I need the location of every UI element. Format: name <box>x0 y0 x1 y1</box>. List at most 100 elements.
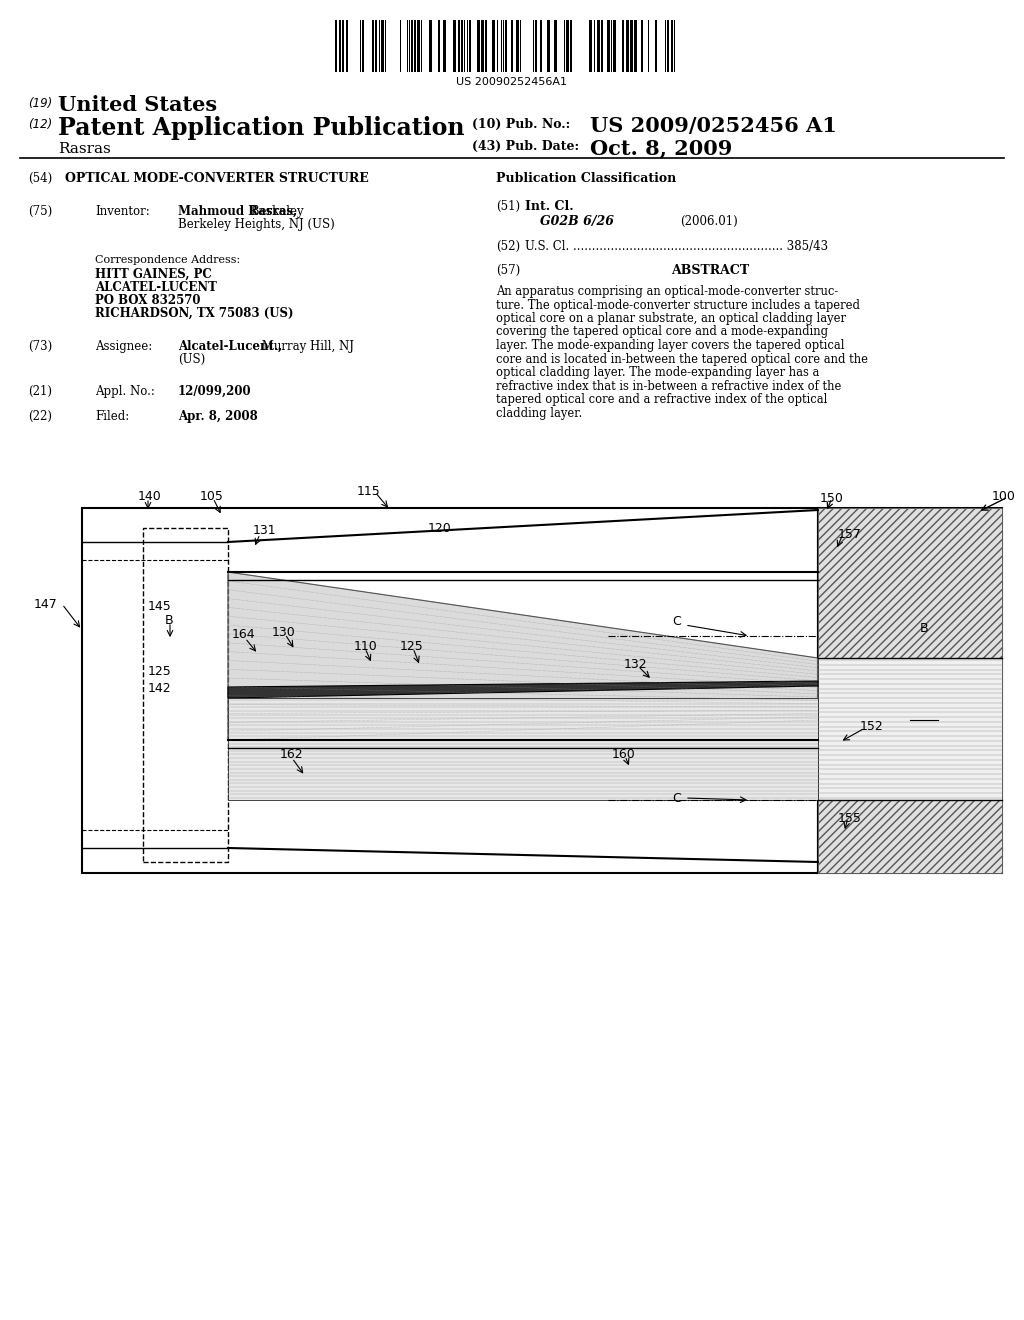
Text: (12): (12) <box>28 117 52 131</box>
Bar <box>469 20 471 73</box>
Bar <box>516 20 519 73</box>
Text: (73): (73) <box>28 341 52 352</box>
Text: Alcatel-Lucent.,: Alcatel-Lucent., <box>178 341 283 352</box>
Bar <box>626 20 629 73</box>
Text: layer. The mode-expanding layer covers the tapered optical: layer. The mode-expanding layer covers t… <box>496 339 845 352</box>
Text: 110: 110 <box>354 640 378 653</box>
Bar <box>566 20 569 73</box>
Bar <box>339 20 341 73</box>
Text: 125: 125 <box>400 640 424 653</box>
Bar <box>511 20 513 73</box>
Text: 115: 115 <box>357 484 381 498</box>
Text: refractive index that is in-between a refractive index of the: refractive index that is in-between a re… <box>496 380 842 392</box>
Text: (22): (22) <box>28 411 52 422</box>
Text: (43) Pub. Date:: (43) Pub. Date: <box>472 140 580 153</box>
Text: cladding layer.: cladding layer. <box>496 407 583 420</box>
Text: Assignee:: Assignee: <box>95 341 153 352</box>
Bar <box>622 20 624 73</box>
Text: B: B <box>920 622 929 635</box>
Text: optical core on a planar substrate, an optical cladding layer: optical core on a planar substrate, an o… <box>496 312 846 325</box>
Text: core and is located in-between the tapered optical core and the: core and is located in-between the taper… <box>496 352 868 366</box>
Text: Int. Cl.: Int. Cl. <box>525 201 573 213</box>
Polygon shape <box>228 681 818 698</box>
Bar <box>375 20 377 73</box>
Text: Apr. 8, 2008: Apr. 8, 2008 <box>178 411 258 422</box>
Bar <box>547 20 550 73</box>
Bar <box>671 20 673 73</box>
Text: 152: 152 <box>860 719 884 733</box>
Bar <box>570 20 572 73</box>
Text: Rasras: Rasras <box>58 143 111 156</box>
Text: Appl. No.:: Appl. No.: <box>95 385 155 399</box>
Text: 145: 145 <box>148 601 172 612</box>
Bar <box>818 800 1002 873</box>
Text: Filed:: Filed: <box>95 411 129 422</box>
Text: 150: 150 <box>820 492 844 506</box>
Bar <box>540 20 542 73</box>
Text: ture. The optical-mode-converter structure includes a tapered: ture. The optical-mode-converter structu… <box>496 298 860 312</box>
Bar <box>82 508 818 873</box>
Text: C: C <box>672 792 681 805</box>
Text: ALCATEL-LUCENT: ALCATEL-LUCENT <box>95 281 217 294</box>
Bar <box>477 20 480 73</box>
Bar <box>414 20 416 73</box>
Bar <box>335 20 337 73</box>
Bar <box>613 20 616 73</box>
Text: (10) Pub. No.:: (10) Pub. No.: <box>472 117 570 131</box>
Bar <box>381 20 384 73</box>
Text: optical cladding layer. The mode-expanding layer has a: optical cladding layer. The mode-expandi… <box>496 366 819 379</box>
Bar <box>630 20 633 73</box>
Text: Berkeley Heights, NJ (US): Berkeley Heights, NJ (US) <box>178 218 335 231</box>
Text: 140: 140 <box>138 490 162 503</box>
Text: Publication Classification: Publication Classification <box>496 172 676 185</box>
Text: (54): (54) <box>28 172 52 185</box>
Text: US 20090252456A1: US 20090252456A1 <box>457 77 567 87</box>
Text: ABSTRACT: ABSTRACT <box>671 264 750 277</box>
Text: U.S. Cl. ........................................................ 385/43: U.S. Cl. ...............................… <box>525 240 828 253</box>
Text: 100: 100 <box>992 490 1016 503</box>
Text: 162: 162 <box>280 748 304 762</box>
Bar <box>601 20 603 73</box>
Text: Correspondence Address:: Correspondence Address: <box>95 255 241 265</box>
Bar <box>481 20 484 73</box>
Text: Patent Application Publication: Patent Application Publication <box>58 116 465 140</box>
Text: An apparatus comprising an optical-mode-converter struc-: An apparatus comprising an optical-mode-… <box>496 285 839 298</box>
Bar <box>228 698 818 800</box>
Text: (52): (52) <box>496 240 520 253</box>
Bar <box>535 20 537 73</box>
Text: 164: 164 <box>232 628 256 642</box>
Text: tapered optical core and a refractive index of the optical: tapered optical core and a refractive in… <box>496 393 827 407</box>
Text: 12/099,200: 12/099,200 <box>178 385 252 399</box>
Text: C: C <box>672 615 681 628</box>
Bar <box>667 20 669 73</box>
Text: Inventor:: Inventor: <box>95 205 150 218</box>
Text: Berkeley: Berkeley <box>247 205 304 218</box>
Text: OPTICAL MODE-CONVERTER STRUCTURE: OPTICAL MODE-CONVERTER STRUCTURE <box>65 172 369 185</box>
Bar <box>597 20 600 73</box>
Bar <box>143 528 228 862</box>
Text: (75): (75) <box>28 205 52 218</box>
Bar <box>492 20 495 73</box>
Bar <box>634 20 637 73</box>
Text: (2006.01): (2006.01) <box>680 215 737 228</box>
Bar <box>443 20 446 73</box>
Text: PO BOX 832570: PO BOX 832570 <box>95 294 201 308</box>
Bar <box>372 20 374 73</box>
Text: 147: 147 <box>33 598 57 611</box>
Polygon shape <box>228 572 818 741</box>
Bar <box>453 20 456 73</box>
Bar <box>641 20 643 73</box>
Text: United States: United States <box>58 95 217 115</box>
Text: 160: 160 <box>612 748 636 762</box>
Bar <box>362 20 364 73</box>
Text: B: B <box>165 614 174 627</box>
Text: (19): (19) <box>28 96 52 110</box>
Text: 142: 142 <box>148 682 172 696</box>
Bar <box>554 20 557 73</box>
Bar <box>818 657 1002 800</box>
Text: Murray Hill, NJ: Murray Hill, NJ <box>258 341 354 352</box>
Bar <box>589 20 592 73</box>
Bar <box>818 508 1002 657</box>
Text: Oct. 8, 2009: Oct. 8, 2009 <box>590 139 732 158</box>
Bar <box>438 20 440 73</box>
